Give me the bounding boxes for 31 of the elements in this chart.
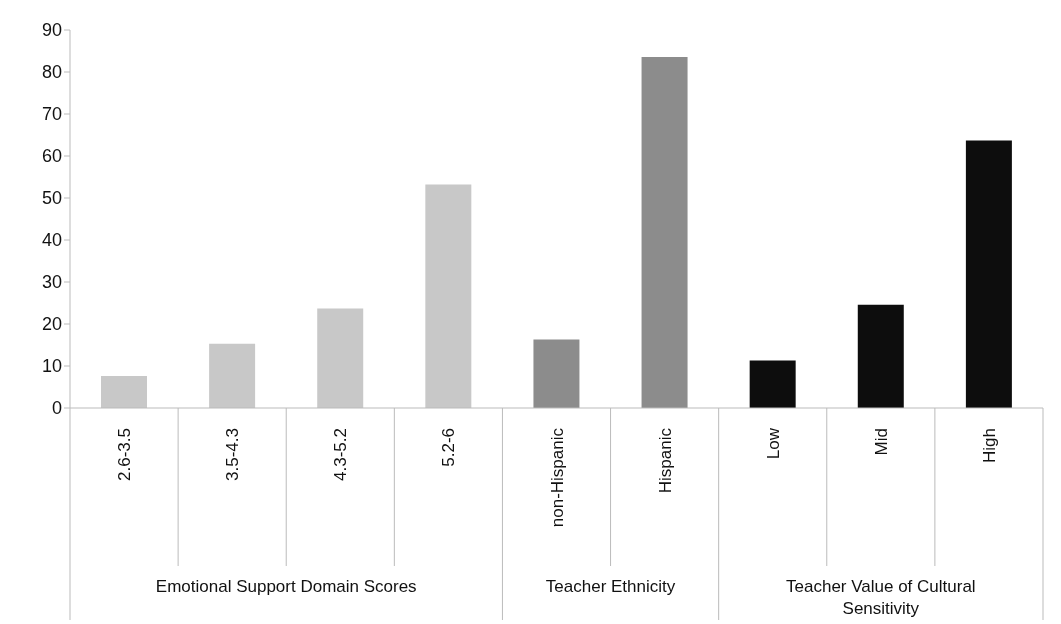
- y-tick-label: 80: [41, 62, 62, 83]
- y-tick-label: 10: [41, 356, 62, 377]
- y-tick-label: 40: [41, 230, 62, 251]
- text: Teacher Ethnicity: [545, 577, 676, 596]
- y-tick-label: 60: [41, 146, 62, 167]
- bar: [749, 360, 796, 408]
- x-tick-label: 5.2-6: [439, 428, 459, 467]
- x-tick-label: Hispanic: [655, 427, 675, 494]
- x-tick-label: 3.5-4.3: [223, 428, 243, 481]
- x-tick-label: Low: [763, 427, 783, 460]
- bar: [857, 304, 904, 408]
- bar: [425, 184, 472, 408]
- y-tick-label: 0: [51, 398, 62, 419]
- x-tick-label: 2.6-3.5: [115, 428, 135, 481]
- bar: [101, 376, 147, 408]
- x-tick-label: High: [979, 428, 999, 463]
- y-tick-label: 70: [41, 104, 62, 125]
- text: Emotional Support Domain Scores: [155, 577, 417, 596]
- bar: [209, 343, 256, 408]
- text: Teacher Value of Cultural Sensitivity: [786, 577, 976, 618]
- bar: [641, 56, 688, 408]
- bar: [965, 140, 1012, 408]
- x-tick-label: non-Hispanic: [547, 427, 567, 528]
- y-tick-label: 30: [41, 272, 62, 293]
- y-tick-label: 50: [41, 188, 62, 209]
- y-tick-label: 90: [41, 20, 62, 41]
- x-tick-label: 4.3-5.2: [331, 428, 351, 481]
- bar: [533, 339, 580, 408]
- x-tick-label: Mid: [871, 428, 891, 456]
- bar: [317, 308, 364, 408]
- y-tick-label: 20: [41, 314, 62, 335]
